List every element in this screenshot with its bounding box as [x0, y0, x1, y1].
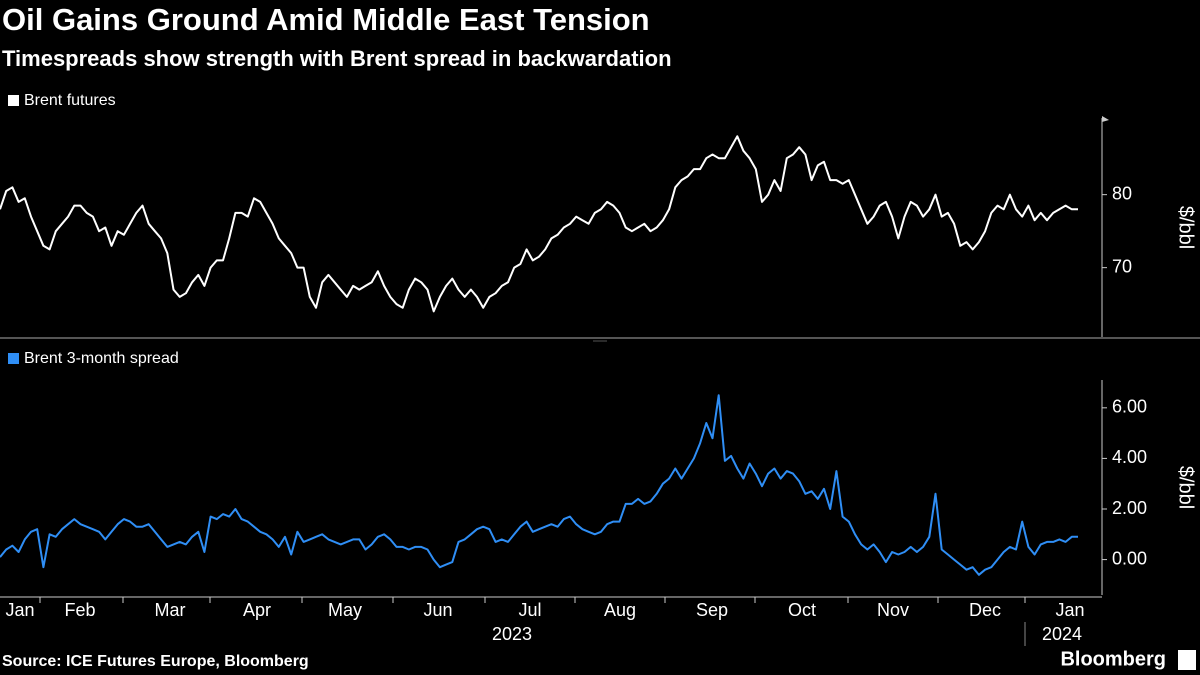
- x-tick-label: Apr: [243, 600, 271, 620]
- x-tick-label: Dec: [969, 600, 1001, 620]
- x-year-label: 2023: [492, 624, 532, 644]
- x-tick-label: Aug: [604, 600, 636, 620]
- x-tick-label: Sep: [696, 600, 728, 620]
- x-tick-label: Nov: [877, 600, 909, 620]
- source: Source: ICE Futures Europe, Bloomberg: [2, 653, 309, 670]
- x-tick-label: Feb: [64, 600, 95, 620]
- logo: Bloomberg: [1060, 648, 1166, 670]
- x-tick-label: May: [328, 600, 362, 620]
- y-tick-label: 0.00: [1112, 548, 1147, 568]
- legend-swatch: [8, 95, 19, 106]
- y-tick-label: 4.00: [1112, 447, 1147, 467]
- x-tick-label: Jun: [423, 600, 452, 620]
- y-tick-label: 70: [1112, 256, 1132, 276]
- x-tick-label: Jan: [5, 600, 34, 620]
- data-line: [0, 394, 1078, 576]
- data-line: [0, 135, 1078, 313]
- y-axis-label: $/bbl: [1175, 206, 1197, 249]
- chart-subtitle: Timespreads show strength with Brent spr…: [2, 46, 672, 71]
- y-axis-label: $/bbl: [1175, 466, 1197, 509]
- legend-label: Brent 3-month spread: [24, 350, 179, 367]
- y-tick-label: 2.00: [1112, 498, 1147, 518]
- x-year-label: 2024: [1042, 624, 1082, 644]
- x-tick-label: Oct: [788, 600, 816, 620]
- legend-swatch: [8, 353, 19, 364]
- x-tick-label: Jul: [518, 600, 541, 620]
- y-tick-label: 80: [1112, 183, 1132, 203]
- y-tick-label: 6.00: [1112, 397, 1147, 417]
- logo-icon: [1178, 650, 1196, 670]
- legend-label: Brent futures: [24, 92, 116, 109]
- axis-arrow: [1102, 116, 1109, 122]
- chart-title: Oil Gains Ground Amid Middle East Tensio…: [2, 2, 650, 37]
- x-tick-label: Jan: [1055, 600, 1084, 620]
- x-tick-label: Mar: [155, 600, 186, 620]
